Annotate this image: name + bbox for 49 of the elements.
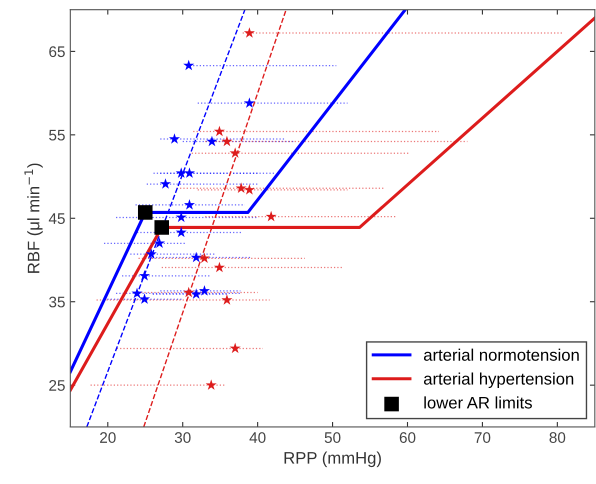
point bbox=[183, 286, 194, 298]
point bbox=[221, 294, 232, 305]
point bbox=[168, 133, 180, 144]
x-tick-label: 40 bbox=[249, 432, 266, 443]
point bbox=[184, 199, 195, 210]
point bbox=[230, 342, 241, 354]
point bbox=[244, 184, 255, 195]
point bbox=[190, 288, 202, 299]
point bbox=[214, 126, 225, 136]
x-axis-title: RPP (mmHg) bbox=[284, 452, 381, 468]
point bbox=[221, 136, 232, 146]
point bbox=[138, 205, 153, 220]
point bbox=[206, 379, 217, 390]
point bbox=[236, 182, 247, 193]
point bbox=[266, 210, 277, 222]
point bbox=[138, 293, 150, 304]
point bbox=[131, 288, 143, 298]
x-tick-label: 80 bbox=[550, 432, 566, 443]
point bbox=[154, 238, 166, 248]
y-tick-label: 25 bbox=[49, 380, 65, 391]
x-tick-label: 50 bbox=[324, 432, 340, 443]
x-tick-label: 30 bbox=[174, 432, 191, 443]
x-tick-label: 20 bbox=[100, 432, 116, 443]
legend-label: lower AR limits bbox=[424, 396, 532, 409]
point bbox=[244, 27, 255, 38]
x-tick-label: 60 bbox=[400, 432, 416, 443]
point bbox=[230, 147, 241, 158]
y-tick-label: 35 bbox=[49, 296, 65, 308]
y-tick-label: 55 bbox=[49, 130, 65, 141]
y-tick-label: 65 bbox=[49, 46, 65, 58]
point bbox=[138, 270, 150, 281]
point bbox=[160, 178, 172, 189]
point bbox=[244, 97, 255, 108]
point bbox=[198, 285, 210, 296]
point bbox=[183, 60, 194, 70]
point bbox=[146, 248, 157, 259]
y-tick-label: 45 bbox=[48, 213, 65, 224]
point bbox=[198, 252, 210, 264]
legend-label: arterial hypertension bbox=[424, 372, 574, 388]
y-axis-title: RBF (μl min$^{−1}$) bbox=[24, 164, 43, 273]
point bbox=[176, 226, 187, 238]
point bbox=[184, 167, 195, 178]
legend-label: arterial normotension bbox=[424, 348, 579, 361]
point bbox=[206, 136, 218, 146]
point bbox=[190, 252, 202, 262]
point bbox=[154, 220, 170, 235]
point bbox=[176, 167, 187, 178]
point bbox=[214, 262, 225, 272]
x-tick-label: 70 bbox=[474, 432, 490, 443]
